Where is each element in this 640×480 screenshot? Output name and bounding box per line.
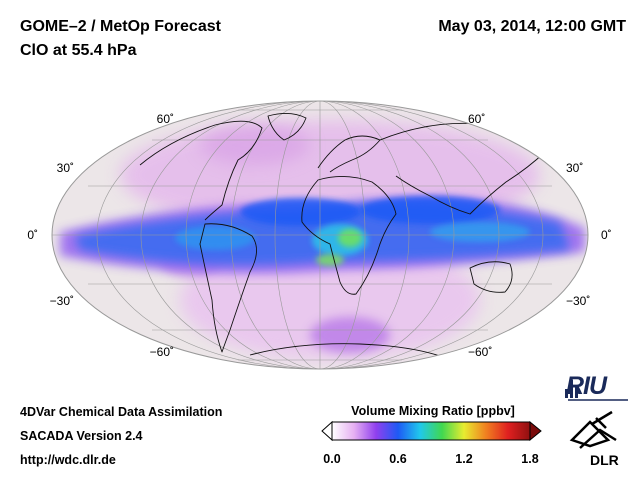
- lat-label-left-60n: 60˚: [157, 112, 174, 126]
- colorbar-ticks: 0.0 0.6 1.2 1.8: [323, 452, 538, 466]
- colorbar-underflow-arrow: [321, 420, 333, 442]
- footer-link[interactable]: http://wdc.dlr.de: [20, 453, 116, 467]
- riu-logo-text: RIU: [566, 372, 607, 400]
- colorbar-gradient: [331, 421, 531, 441]
- map-title: GOME–2 / MetOp Forecast: [20, 18, 221, 35]
- colorbar-tick-0: 0.0: [323, 452, 340, 466]
- riu-logo: RIU: [566, 372, 607, 401]
- colorbar-tick-1: 0.6: [389, 452, 406, 466]
- lat-label-right-60s: −60˚: [468, 345, 492, 359]
- colorbar-tick-2: 1.2: [455, 452, 472, 466]
- lat-label-left-30n: 30˚: [57, 161, 74, 175]
- coast-antarctica: [249, 343, 441, 357]
- lat-label-right-30s: −30˚: [566, 294, 590, 308]
- coast-australia: [469, 261, 513, 293]
- forecast-datetime: May 03, 2014, 12:00 GMT: [438, 18, 626, 35]
- lat-label-right-eq: 0˚: [601, 228, 612, 242]
- riu-logo-mark: [565, 380, 578, 398]
- dlr-logo-text: DLR: [590, 452, 619, 468]
- lat-label-right-60n: 60˚: [468, 112, 485, 126]
- lat-label-right-30n: 30˚: [566, 161, 583, 175]
- lat-label-left-60s: −60˚: [150, 345, 174, 359]
- map-subtitle: ClO at 55.4 hPa: [20, 42, 137, 59]
- colorbar-overflow-arrow: [529, 420, 542, 442]
- graticule: [52, 101, 588, 369]
- lat-label-left-eq: 0˚: [27, 228, 38, 242]
- coast-africa: [301, 176, 397, 295]
- latitude-labels: 60˚ 30˚ 0˚ −30˚ −60˚ 60˚ 30˚ 0˚ −30˚ −60…: [27, 112, 611, 359]
- globe-outline: [51, 100, 589, 370]
- lat-label-left-30s: −30˚: [50, 294, 74, 308]
- footer-line-method: 4DVar Chemical Data Assimilation: [20, 405, 223, 419]
- colorbar-tick-3: 1.8: [521, 452, 538, 466]
- dlr-logo-mark: [569, 410, 617, 449]
- footer-line-version: SACADA Version 2.4: [20, 429, 143, 443]
- coast-greenland: [267, 113, 307, 141]
- coast-south-america: [199, 223, 257, 353]
- coast-north-america: [139, 120, 263, 221]
- colorbar-title: Volume Mixing Ratio [ppbv]: [351, 404, 515, 418]
